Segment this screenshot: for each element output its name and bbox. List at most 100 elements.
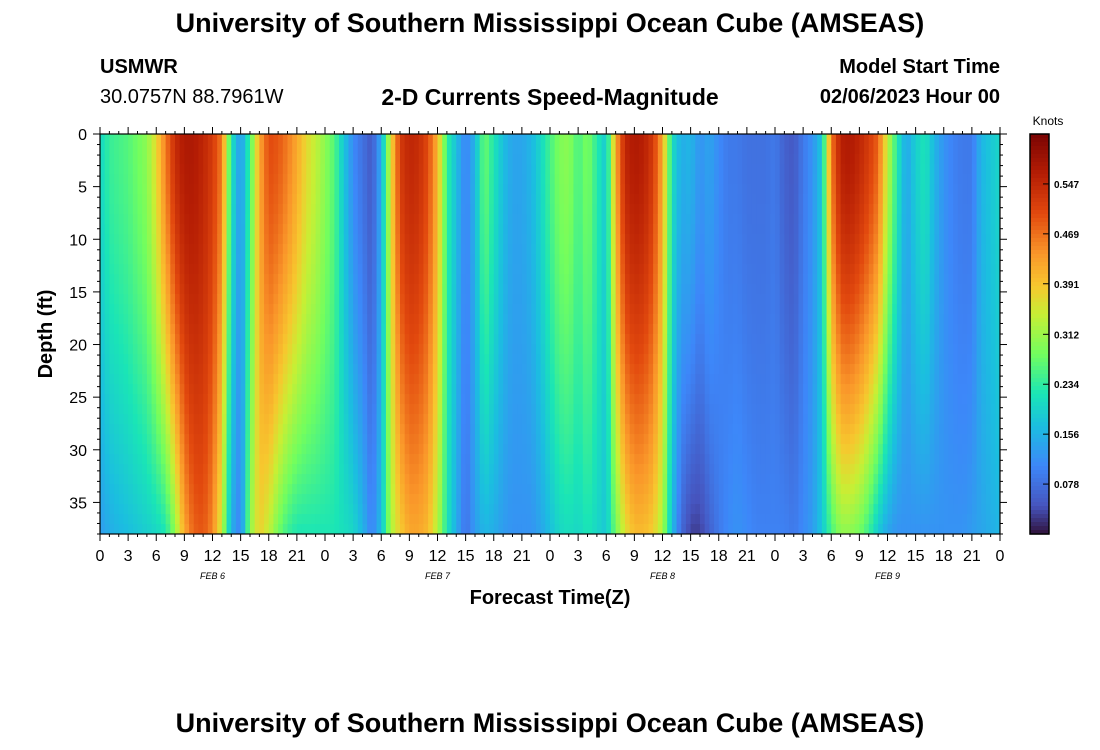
heatmap-cell xyxy=(287,224,293,235)
heatmap-cell xyxy=(348,264,354,275)
heatmap-cell xyxy=(428,184,434,195)
heatmap-cell xyxy=(231,514,237,525)
heatmap-cell xyxy=(578,144,584,155)
heatmap-cell xyxy=(315,184,321,195)
heatmap-cell xyxy=(278,294,284,305)
heatmap-cell xyxy=(531,394,537,405)
heatmap-cell xyxy=(212,414,218,425)
heatmap-cell xyxy=(184,504,190,515)
heatmap-cell xyxy=(395,344,401,355)
heatmap-cell xyxy=(493,154,500,165)
heatmap-cell xyxy=(264,444,270,455)
heatmap-cell xyxy=(132,274,139,285)
heatmap-cell xyxy=(634,374,640,385)
heatmap-cell xyxy=(123,284,129,295)
heatmap-cell xyxy=(615,214,621,225)
heatmap-cell xyxy=(521,144,528,155)
heatmap-cell xyxy=(442,264,448,275)
heatmap-cell xyxy=(432,494,439,505)
heatmap-cell xyxy=(376,404,382,415)
heatmap-cell xyxy=(282,264,289,275)
heatmap-cell xyxy=(198,454,204,465)
heatmap-cell xyxy=(250,244,256,255)
heatmap-cell xyxy=(559,374,565,385)
heatmap-cell xyxy=(137,144,143,155)
heatmap-cell xyxy=(620,444,626,455)
heatmap-cell xyxy=(465,514,471,525)
heatmap-cell xyxy=(325,294,331,305)
heatmap-cell xyxy=(320,524,326,534)
heatmap-cell xyxy=(170,434,176,445)
heatmap-cell xyxy=(104,204,110,215)
heatmap-cell xyxy=(123,134,129,145)
heatmap-cell xyxy=(657,324,664,335)
heatmap-cell xyxy=(400,464,406,475)
heatmap-cell xyxy=(320,184,326,195)
heatmap-cell xyxy=(545,274,551,285)
heatmap-cell xyxy=(287,134,293,145)
heatmap-cell xyxy=(582,234,589,245)
heatmap-cell xyxy=(639,364,645,375)
heatmap-cell xyxy=(165,234,171,245)
heatmap-cell xyxy=(587,174,593,185)
heatmap-cell xyxy=(657,264,664,275)
heatmap-cell xyxy=(517,434,523,445)
heatmap-cell xyxy=(517,244,523,255)
heatmap-cell xyxy=(484,384,490,395)
heatmap-cell xyxy=(507,504,514,515)
heatmap-cell xyxy=(568,134,575,145)
heatmap-cell xyxy=(423,284,429,295)
heatmap-cell xyxy=(343,204,350,215)
heatmap-cell xyxy=(451,244,457,255)
heatmap-cell xyxy=(371,484,378,495)
heatmap-cell xyxy=(376,314,382,325)
heatmap-cell xyxy=(634,334,640,345)
heatmap-cell xyxy=(175,224,181,235)
heatmap-cell xyxy=(160,524,167,534)
heatmap-cell xyxy=(456,214,462,225)
heatmap-cell xyxy=(114,444,120,455)
heatmap-cell xyxy=(179,524,185,534)
heatmap-cell xyxy=(109,164,115,175)
heatmap-cell xyxy=(564,194,570,205)
heatmap-cell xyxy=(329,464,335,475)
heatmap-cell xyxy=(545,264,551,275)
heatmap-cell xyxy=(353,334,359,345)
heatmap-cell xyxy=(217,274,223,285)
heatmap-cell xyxy=(643,174,650,185)
heatmap-cell xyxy=(301,184,307,195)
heatmap-cell xyxy=(587,214,593,225)
heatmap-cell xyxy=(564,294,570,305)
heatmap-cell xyxy=(114,184,120,195)
heatmap-cell xyxy=(428,394,434,405)
heatmap-cell xyxy=(503,154,509,165)
heatmap-cell xyxy=(128,424,134,435)
heatmap-cell xyxy=(362,304,368,315)
heatmap-cell xyxy=(559,144,565,155)
heatmap-cell xyxy=(400,174,406,185)
heatmap-cell xyxy=(596,174,603,185)
heatmap-cell xyxy=(156,174,162,185)
heatmap-cell xyxy=(648,434,654,445)
heatmap-cell xyxy=(395,494,401,505)
heatmap-cell xyxy=(489,384,495,395)
heatmap-cell xyxy=(376,414,382,425)
heatmap-cell xyxy=(362,424,368,435)
heatmap-cell xyxy=(503,434,509,445)
heatmap-cell xyxy=(385,254,392,265)
heatmap-cell xyxy=(104,154,110,165)
heatmap-cell xyxy=(128,144,134,155)
heatmap-cell xyxy=(264,144,270,155)
heatmap-cell xyxy=(343,294,350,305)
heatmap-cell xyxy=(404,514,410,525)
heatmap-cell xyxy=(596,274,603,285)
heatmap-cell xyxy=(507,194,514,205)
heatmap-cell xyxy=(282,444,289,455)
heatmap-cell xyxy=(353,474,359,485)
heatmap-cell xyxy=(240,254,246,265)
heatmap-cell xyxy=(179,274,185,285)
heatmap-cell xyxy=(353,434,359,445)
heatmap-cell xyxy=(329,314,335,325)
heatmap-cell xyxy=(559,244,565,255)
heatmap-cell xyxy=(207,334,214,345)
